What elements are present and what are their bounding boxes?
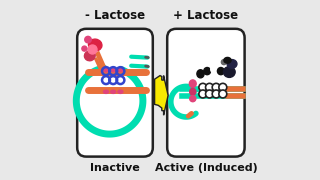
Circle shape <box>219 83 227 91</box>
Text: - Lactose: - Lactose <box>85 9 145 22</box>
Ellipse shape <box>103 69 108 72</box>
FancyBboxPatch shape <box>77 29 153 157</box>
Circle shape <box>219 90 227 98</box>
Ellipse shape <box>190 96 196 102</box>
Ellipse shape <box>197 70 204 78</box>
Ellipse shape <box>88 39 102 51</box>
Circle shape <box>85 36 91 43</box>
Ellipse shape <box>190 88 196 95</box>
Circle shape <box>199 83 207 91</box>
Ellipse shape <box>118 90 123 93</box>
Ellipse shape <box>204 68 211 75</box>
Ellipse shape <box>227 60 237 68</box>
Text: Active (Induced): Active (Induced) <box>155 163 257 173</box>
Ellipse shape <box>224 57 231 63</box>
Polygon shape <box>155 76 168 115</box>
Ellipse shape <box>118 69 123 72</box>
Ellipse shape <box>103 90 108 93</box>
Ellipse shape <box>217 68 224 75</box>
Circle shape <box>212 83 220 91</box>
Ellipse shape <box>111 90 116 93</box>
Ellipse shape <box>189 80 196 87</box>
Text: + Lactose: + Lactose <box>173 9 238 22</box>
Ellipse shape <box>84 51 95 61</box>
Ellipse shape <box>223 67 235 77</box>
Ellipse shape <box>111 69 116 72</box>
Text: Inactive: Inactive <box>90 163 140 173</box>
Circle shape <box>212 90 220 98</box>
FancyBboxPatch shape <box>167 29 244 157</box>
Ellipse shape <box>211 66 217 73</box>
Circle shape <box>82 46 87 51</box>
Circle shape <box>221 60 227 65</box>
Circle shape <box>205 83 213 91</box>
Circle shape <box>205 90 213 98</box>
Circle shape <box>88 45 97 54</box>
Circle shape <box>199 90 207 98</box>
